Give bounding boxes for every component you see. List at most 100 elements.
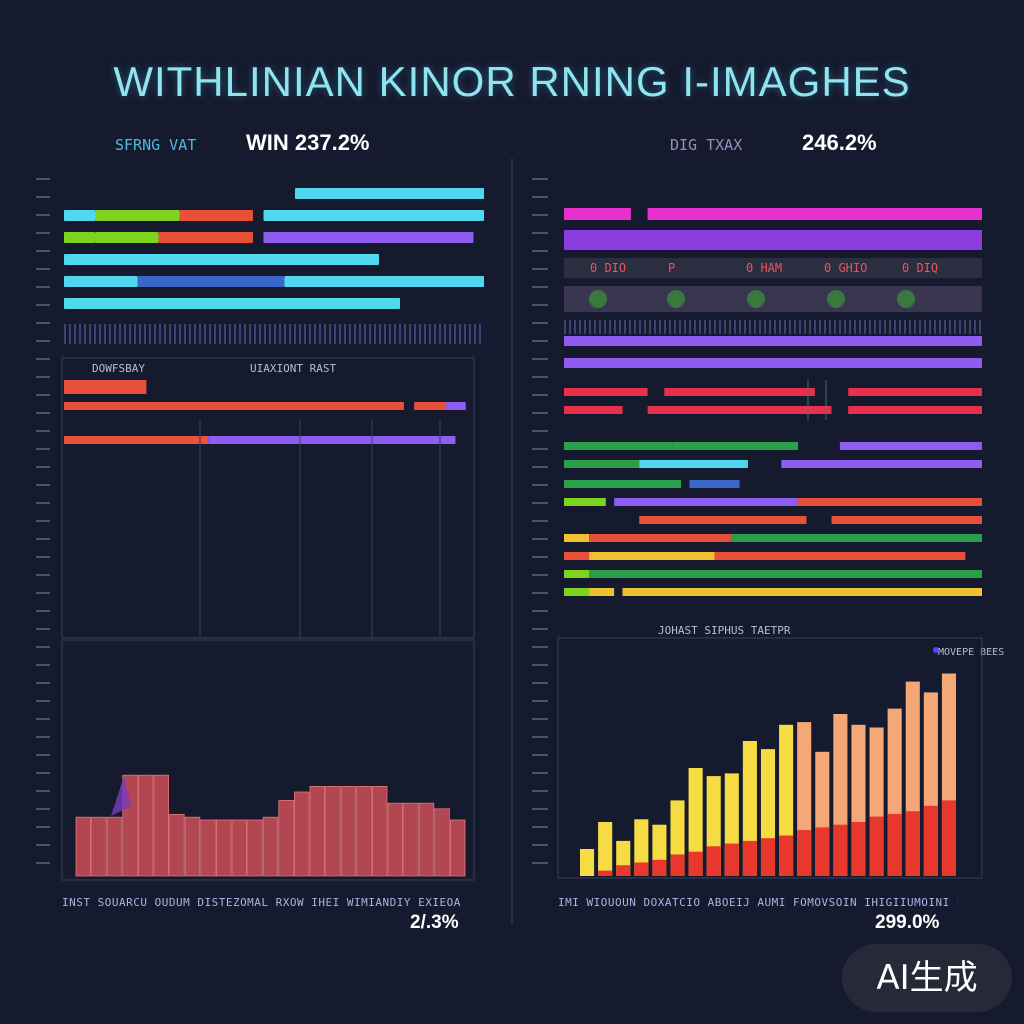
left-top-bar-segment: [263, 210, 484, 221]
left-top-stripe: [429, 324, 431, 344]
right-top-stripe: [964, 320, 966, 334]
left-axis-tick: [36, 628, 50, 630]
left-axis-tick: [36, 538, 50, 540]
left-bottom-area-bar: [356, 786, 372, 877]
right-axis-tick: [532, 430, 548, 432]
left-top-stripe: [259, 324, 261, 344]
left-bottom-accent: [111, 776, 131, 816]
left-top-bar-segment: [64, 276, 138, 287]
left-top-stripe: [179, 324, 181, 344]
left-top-bar-segment: [64, 298, 400, 309]
right-axis-tick: [532, 718, 548, 720]
right-top-bar-segment: [564, 480, 682, 488]
right-top-stripe: [874, 320, 876, 334]
left-top-stripe: [169, 324, 171, 344]
right-top-stripe: [724, 320, 726, 334]
left-axis-tick: [36, 754, 50, 756]
left-bottom-area-bar: [387, 802, 404, 877]
right-top-stripe: [589, 320, 591, 334]
right-bottom-bar-top: [688, 768, 703, 876]
left-bottom-area-bar: [325, 786, 341, 877]
right-top-stripe: [929, 320, 931, 334]
right-top-stripe: [784, 320, 786, 334]
left-mid-chart-title: DOWFSBAY: [92, 362, 145, 375]
left-axis-tick: [36, 340, 50, 342]
left-top-bar-segment: [64, 232, 96, 243]
left-axis-tick: [36, 502, 50, 504]
left-top-stripe: [449, 324, 451, 344]
left-top-stripe: [279, 324, 281, 344]
right-axis-tick: [532, 232, 548, 234]
left-top-stripe: [134, 324, 136, 344]
right-top-stripe: [979, 320, 981, 334]
right-bottom-bar-base: [616, 865, 631, 876]
right-top-stripe: [679, 320, 681, 334]
right-axis-tick: [532, 214, 548, 216]
right-top-stripe: [839, 320, 841, 334]
right-axis-tick: [532, 412, 548, 414]
left-top-stripe: [424, 324, 426, 344]
right-axis-tick: [532, 610, 548, 612]
right-axis-tick: [532, 646, 548, 648]
right-bottom-bar-base: [905, 811, 920, 876]
left-axis-tick: [36, 646, 50, 648]
left-top-bar-segment: [295, 188, 484, 199]
right-top-bar-segment: [639, 516, 807, 524]
left-bottom-area-bar: [169, 814, 185, 877]
left-top-stripe: [399, 324, 401, 344]
right-top-stripe: [599, 320, 601, 334]
left-top-stripe: [299, 324, 301, 344]
left-axis-tick: [36, 700, 50, 702]
left-top-stripe: [364, 324, 366, 344]
right-top-stripe: [739, 320, 741, 334]
right-axis-tick: [532, 628, 548, 630]
left-top-stripe: [64, 324, 66, 344]
left-top-stripe: [89, 324, 91, 344]
left-axis-tick: [36, 826, 50, 828]
right-top-bar-segment: [564, 588, 590, 596]
left-axis-tick: [36, 466, 50, 468]
right-axis-tick: [532, 556, 548, 558]
right-top-bar-segment: [564, 208, 631, 220]
left-top-stripe: [329, 324, 331, 344]
right-bottom-bar-base: [598, 870, 613, 876]
left-mid-frame: [61, 357, 475, 639]
right-axis-tick: [532, 736, 548, 738]
left-bottom-area-bar: [215, 819, 232, 877]
left-top-stripe: [199, 324, 201, 344]
right-top-bar-segment: [831, 516, 982, 524]
right-top-stripe: [744, 320, 746, 334]
right-top-stripe: [604, 320, 606, 334]
right-top-stripe: [909, 320, 911, 334]
left-top-stripe: [274, 324, 276, 344]
right-axis-tick: [532, 178, 548, 180]
right-top-stripe: [774, 320, 776, 334]
left-top-stripe: [104, 324, 106, 344]
left-bottom-area-bar: [153, 774, 170, 877]
right-top-stripe: [884, 320, 886, 334]
left-top-stripe: [334, 324, 336, 344]
left-bottom-area-bar: [262, 816, 279, 877]
left-top-stripe: [209, 324, 211, 344]
right-top-stripe: [659, 320, 661, 334]
left-top-stripe: [224, 324, 226, 344]
right-axis-tick: [532, 790, 548, 792]
right-bottom-bar-base: [670, 854, 685, 876]
left-top-stripe: [379, 324, 381, 344]
left-bottom-area-bar: [137, 774, 154, 877]
ai-badge: AI生成: [842, 944, 1012, 1012]
right-top-stripe: [769, 320, 771, 334]
right-top-stripe: [854, 320, 856, 334]
right-top-band-dot: [897, 290, 915, 308]
left-top-stripe: [219, 324, 221, 344]
right-top-stripe: [569, 320, 571, 334]
left-axis-tick: [36, 394, 50, 396]
left-top-stripe: [79, 324, 81, 344]
left-mid-bar-segment: [64, 380, 147, 394]
left-top-stripe: [474, 324, 476, 344]
left-axis-tick: [36, 592, 50, 594]
right-top-stripe: [814, 320, 816, 334]
left-axis-tick: [36, 214, 50, 216]
right-top-stripe: [919, 320, 921, 334]
left-top-stripe: [184, 324, 186, 344]
